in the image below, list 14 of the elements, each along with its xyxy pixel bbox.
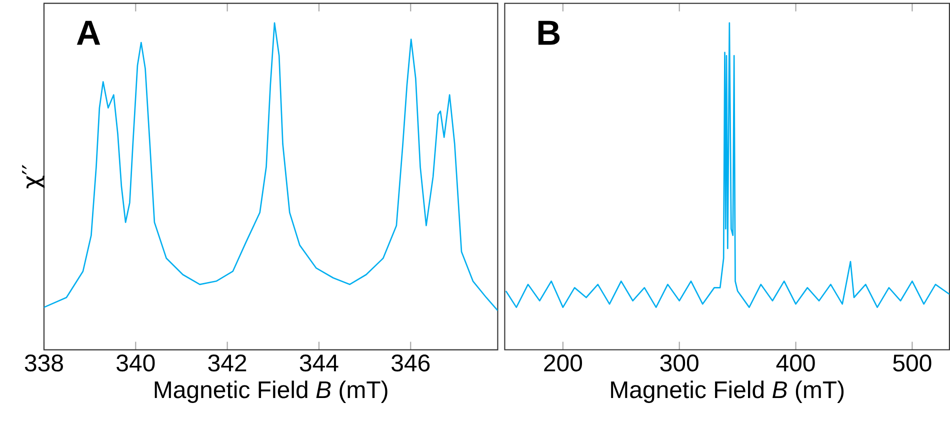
x-tick-label: 400 [776, 354, 815, 372]
y-axis-title: χ′′ [22, 164, 45, 188]
x-tick-label: 346 [392, 354, 430, 372]
x-axis-title: Magnetic Field B (mT) [154, 380, 388, 404]
x-tick-label: 344 [300, 354, 338, 372]
chart-title: A [76, 21, 100, 45]
x-tick-label: 300 [660, 354, 698, 372]
chart-title: B [538, 21, 560, 45]
x-tick-label: 342 [208, 354, 246, 372]
x-tick-label: 338 [24, 354, 63, 372]
x-tick-label: 200 [544, 354, 582, 372]
x-tick-label: 340 [116, 354, 155, 372]
x-tick-label: 500 [893, 354, 932, 372]
x-axis-title: Magnetic Field B (mT) [611, 380, 844, 404]
